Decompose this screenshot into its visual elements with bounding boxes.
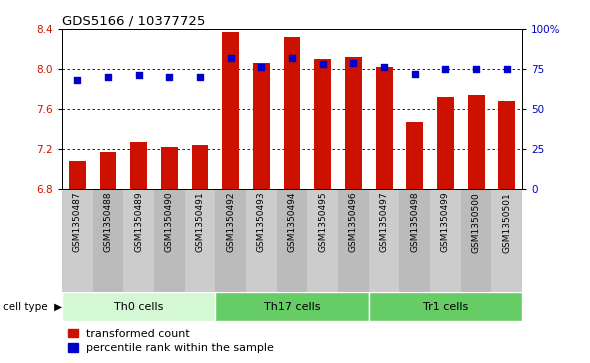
Text: Th17 cells: Th17 cells — [264, 302, 320, 312]
Bar — [314, 59, 331, 189]
Bar — [161, 147, 178, 189]
Bar — [69, 161, 86, 189]
Bar — [437, 97, 454, 189]
Bar — [369, 292, 522, 321]
Bar — [123, 189, 154, 292]
Text: GSM1350494: GSM1350494 — [287, 192, 297, 252]
Text: GSM1350489: GSM1350489 — [134, 192, 143, 253]
Bar — [185, 189, 215, 292]
Bar — [338, 189, 369, 292]
Text: GSM1350487: GSM1350487 — [73, 192, 82, 253]
Point — [257, 65, 266, 70]
Bar — [192, 145, 208, 189]
Point — [502, 66, 512, 72]
Bar — [376, 67, 392, 189]
Point — [349, 60, 358, 65]
Bar — [430, 189, 461, 292]
Bar — [307, 189, 338, 292]
Bar — [407, 122, 423, 189]
Bar — [222, 32, 239, 189]
Legend: transformed count, percentile rank within the sample: transformed count, percentile rank withi… — [67, 329, 274, 353]
Point — [379, 65, 389, 70]
Text: GSM1350499: GSM1350499 — [441, 192, 450, 253]
Point — [73, 77, 82, 83]
Text: GSM1350500: GSM1350500 — [471, 192, 481, 253]
Text: GSM1350501: GSM1350501 — [502, 192, 512, 253]
Bar — [100, 152, 116, 189]
Bar — [468, 95, 484, 189]
Text: GSM1350492: GSM1350492 — [226, 192, 235, 252]
Text: Tr1 cells: Tr1 cells — [423, 302, 468, 312]
Bar — [499, 101, 515, 189]
Bar — [277, 189, 307, 292]
Text: GDS5166 / 10377725: GDS5166 / 10377725 — [62, 15, 205, 28]
Text: cell type  ▶: cell type ▶ — [3, 302, 62, 312]
Point — [287, 55, 297, 61]
Text: GSM1350491: GSM1350491 — [195, 192, 205, 253]
Point — [441, 66, 450, 72]
Text: GSM1350490: GSM1350490 — [165, 192, 174, 253]
Text: GSM1350493: GSM1350493 — [257, 192, 266, 253]
Bar — [369, 189, 399, 292]
Bar — [461, 189, 491, 292]
Bar — [62, 189, 93, 292]
Point — [165, 74, 174, 80]
Bar — [399, 189, 430, 292]
Bar — [154, 189, 185, 292]
Bar — [93, 189, 123, 292]
Bar — [130, 142, 147, 189]
Bar — [284, 37, 300, 189]
Point — [134, 73, 143, 78]
Bar — [215, 292, 369, 321]
Bar — [253, 63, 270, 189]
Point — [226, 55, 235, 61]
Point — [471, 66, 481, 72]
Bar — [215, 189, 246, 292]
Text: GSM1350498: GSM1350498 — [410, 192, 419, 253]
Point — [318, 61, 327, 67]
Text: GSM1350497: GSM1350497 — [379, 192, 389, 253]
Bar — [345, 57, 362, 189]
Text: GSM1350495: GSM1350495 — [318, 192, 327, 253]
Point — [195, 74, 205, 80]
Point — [410, 71, 419, 77]
Bar — [491, 189, 522, 292]
Bar — [246, 189, 277, 292]
Bar — [62, 292, 215, 321]
Text: Th0 cells: Th0 cells — [114, 302, 163, 312]
Text: GSM1350488: GSM1350488 — [103, 192, 113, 253]
Text: GSM1350496: GSM1350496 — [349, 192, 358, 253]
Point — [103, 74, 113, 80]
